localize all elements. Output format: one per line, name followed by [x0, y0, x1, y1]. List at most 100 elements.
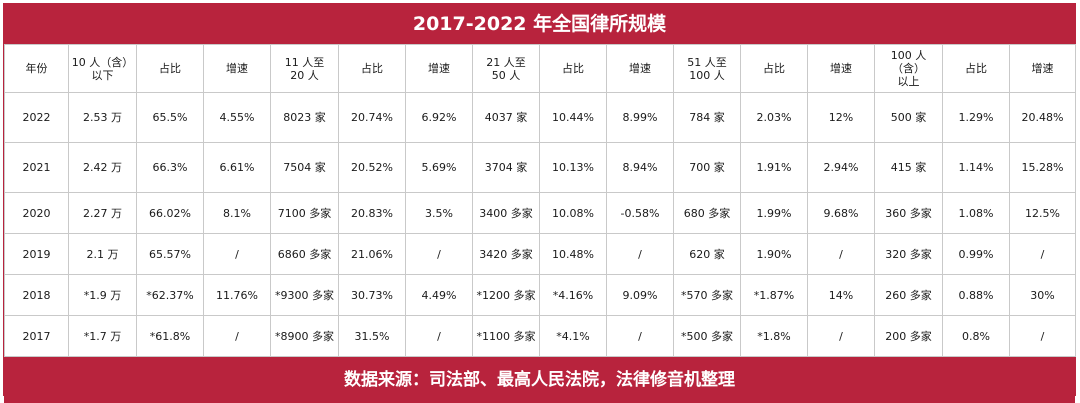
table-cell: 4.49% [405, 274, 473, 316]
column-header: 年份 [4, 44, 69, 93]
table-cell: 21.06% [338, 233, 406, 275]
table-cell: / [606, 233, 674, 275]
table-cell: 1.91% [740, 142, 808, 193]
table-cell: 1.14% [942, 142, 1010, 193]
table-cell: 20.48% [1009, 92, 1076, 143]
table-cell: 4.55% [203, 92, 271, 143]
table-cell: 8.99% [606, 92, 674, 143]
table-cell: 200 多家 [874, 315, 943, 357]
table-cell: 6860 多家 [270, 233, 339, 275]
table-cell: *9300 多家 [270, 274, 339, 316]
table-cell: 11.76% [203, 274, 271, 316]
header-row: 年份 10 人（含） 以下 占比 增速 11 人至 20 人占比 增速 21 人至 50 人… [4, 44, 1076, 93]
table-cell: 320 多家 [874, 233, 943, 275]
table-cell: 6.92% [405, 92, 473, 143]
table-cell: 10.08% [539, 192, 607, 234]
table-cell: 1.90% [740, 233, 808, 275]
column-header: 21 人至 50 人 [472, 44, 540, 93]
table-body: 2022 2.53 万 65.5% 4.55% 8023 家 20.74% 6.92% 403… [4, 92, 1076, 357]
table-row: 2020 2.27 万 66.02% 8.1% 7100 多家 20.83% 3.5% 340… [4, 192, 1076, 234]
table-cell: 12% [807, 92, 875, 143]
table-cell: 2.27 万 [68, 192, 137, 234]
column-header: 占比 [942, 44, 1010, 93]
table-cell: 0.88% [942, 274, 1010, 316]
table-row: 2021 2.42 万 66.3% 6.61% 7504 家 20.52% 5.69% 370… [4, 142, 1076, 193]
table-cell: *4.16% [539, 274, 607, 316]
table-cell: *1100 多家 [472, 315, 540, 357]
table-title: 2017-2022 年全国律所规模 [4, 4, 1075, 44]
table-cell: *1.87% [740, 274, 808, 316]
year-cell: 2019 [4, 233, 69, 275]
table-cell: 1.29% [942, 92, 1010, 143]
table-cell: 3704 家 [472, 142, 540, 193]
table-cell: 7100 多家 [270, 192, 339, 234]
table-cell: 5.69% [405, 142, 473, 193]
year-cell: 2021 [4, 142, 69, 193]
table-cell: 7504 家 [270, 142, 339, 193]
column-header: 占比 [740, 44, 808, 93]
column-header: 增速 [606, 44, 674, 93]
table-row: 2018 *1.9 万 *62.37% 11.76% *9300 多家 30.73% 4.4… [4, 274, 1076, 316]
table-cell: 0.8% [942, 315, 1010, 357]
table-cell: 30.73% [338, 274, 406, 316]
table-cell: 8.94% [606, 142, 674, 193]
table-cell: 8.1% [203, 192, 271, 234]
table-cell: / [203, 233, 271, 275]
table-cell: / [405, 233, 473, 275]
table-cell: 3420 多家 [472, 233, 540, 275]
column-header: 占比 [338, 44, 406, 93]
table-cell: -0.58% [606, 192, 674, 234]
table-cell: 2.03% [740, 92, 808, 143]
table-cell: *500 多家 [673, 315, 741, 357]
table-cell: 9.68% [807, 192, 875, 234]
table-cell: 9.09% [606, 274, 674, 316]
column-header: 占比 [136, 44, 204, 93]
table-cell: 2.1 万 [68, 233, 137, 275]
table-cell: 66.02% [136, 192, 204, 234]
table-cell: 2.42 万 [68, 142, 137, 193]
table-cell: 6.61% [203, 142, 271, 193]
table-cell: 3400 多家 [472, 192, 540, 234]
table-cell: / [405, 315, 473, 357]
table-cell: 30% [1009, 274, 1076, 316]
table-cell: 680 多家 [673, 192, 741, 234]
table-cell: 10.48% [539, 233, 607, 275]
year-cell: 2017 [4, 315, 69, 357]
year-cell: 2020 [4, 192, 69, 234]
table-cell: 3.5% [405, 192, 473, 234]
table-cell: 10.44% [539, 92, 607, 143]
table-cell: 700 家 [673, 142, 741, 193]
table-cell: 65.57% [136, 233, 204, 275]
table-cell: 20.74% [338, 92, 406, 143]
table-cell: / [1009, 233, 1076, 275]
table-cell: 500 家 [874, 92, 943, 143]
table-cell: *62.37% [136, 274, 204, 316]
table-cell: *570 多家 [673, 274, 741, 316]
table-cell: 10.13% [539, 142, 607, 193]
table-cell: / [203, 315, 271, 357]
column-header: 增速 [203, 44, 271, 93]
table-cell: 620 家 [673, 233, 741, 275]
table-row: 2019 2.1 万 65.57%/6860 多家 21.06%/3420 多家 10.… [4, 233, 1076, 275]
table-cell: 2.53 万 [68, 92, 137, 143]
table-cell: *8900 多家 [270, 315, 339, 357]
table-row: 2017 *1.7 万 *61.8% / *8900 多家 31.5% / *1100 多家 *… [4, 315, 1076, 357]
column-header: 增速 [405, 44, 473, 93]
table-cell: 4037 家 [472, 92, 540, 143]
table-cell: *1.9 万 [68, 274, 137, 316]
column-header: 10 人（含） 以下 [68, 44, 137, 93]
column-header: 占比 [539, 44, 607, 93]
table-cell: 260 多家 [874, 274, 943, 316]
table-cell: *4.1% [539, 315, 607, 357]
table-cell: 15.28% [1009, 142, 1076, 193]
table-cell: *61.8% [136, 315, 204, 357]
table-cell: 784 家 [673, 92, 741, 143]
table-row: 2022 2.53 万 65.5% 4.55% 8023 家 20.74% 6.92% 403… [4, 92, 1076, 143]
law-firm-scale-table: 年份 10 人（含） 以下 占比 增速 11 人至 20 人占比 增速 21 人至 50 人… [4, 44, 1076, 357]
table-cell: 12.5% [1009, 192, 1076, 234]
table-cell: / [1009, 315, 1076, 357]
table-cell: 14% [807, 274, 875, 316]
table-cell: 20.83% [338, 192, 406, 234]
table-cell: / [807, 315, 875, 357]
table-cell: 66.3% [136, 142, 204, 193]
